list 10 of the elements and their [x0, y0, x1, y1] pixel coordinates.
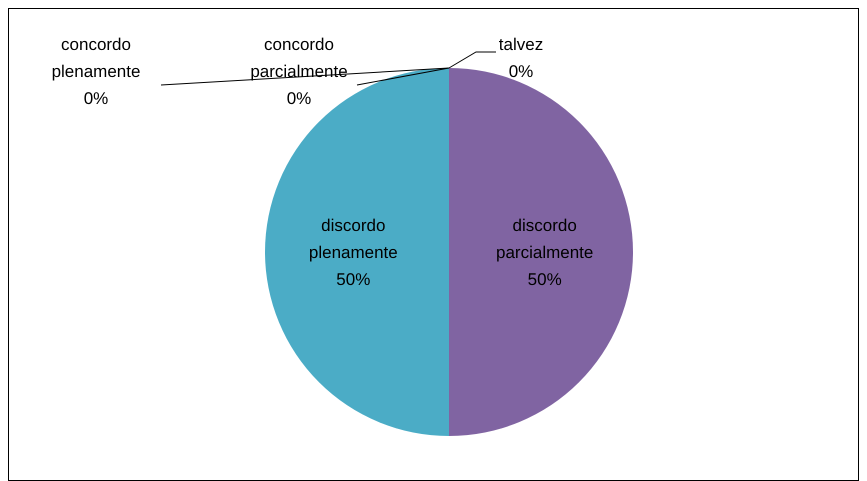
- slice-label: discordo parcialmente: [496, 216, 594, 262]
- category-label: concordo parcialmente: [250, 34, 348, 80]
- slice-label: discordo plenamente: [308, 216, 398, 262]
- text: 0%: [286, 88, 312, 108]
- category-label: concordo plenamente: [52, 34, 140, 80]
- data-label: 50%: [528, 270, 562, 288]
- text: 0%: [84, 88, 108, 108]
- category-label: talvez: [498, 34, 544, 54]
- text: 0%: [508, 62, 534, 80]
- data-label: 50%: [336, 270, 370, 288]
